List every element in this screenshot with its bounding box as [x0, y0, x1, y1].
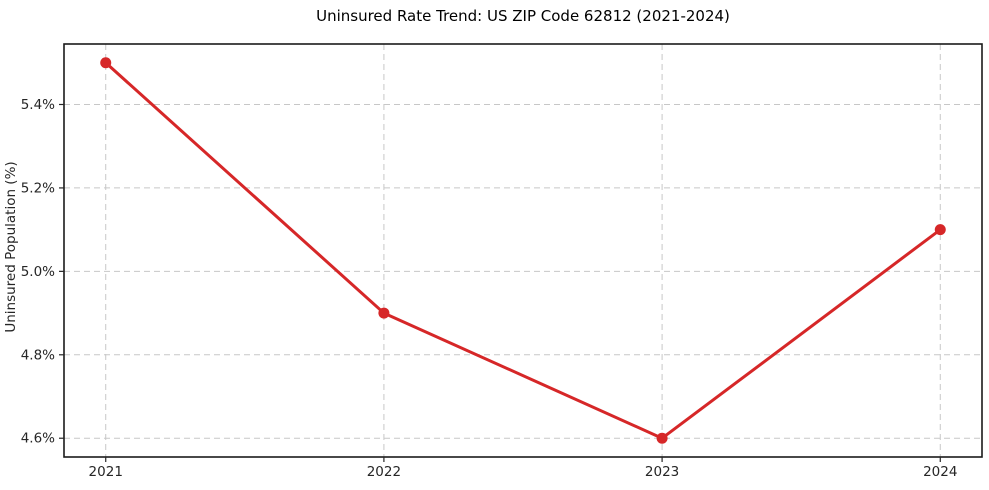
data-point-marker	[656, 432, 668, 444]
y-axis-label: Uninsured Population (%)	[3, 161, 19, 332]
trend-line	[104, 61, 942, 440]
y-tick-label: 4.6%	[21, 431, 55, 447]
x-tick-label: 2024	[923, 464, 957, 480]
y-tick-label: 5.2%	[21, 180, 55, 196]
chart-title: Uninsured Rate Trend: US ZIP Code 62812 …	[316, 7, 730, 25]
data-point-marker	[378, 307, 390, 319]
y-tick-label: 4.8%	[21, 347, 55, 363]
data-point-marker	[934, 224, 946, 236]
x-tick-label: 2022	[367, 464, 401, 480]
y-tick-label: 5.0%	[21, 264, 55, 280]
data-point-marker	[100, 57, 112, 69]
plot-border	[63, 43, 983, 458]
y-tick-label: 5.4%	[21, 97, 55, 113]
x-tick-label: 2021	[89, 464, 123, 480]
x-tick-label: 2023	[645, 464, 679, 480]
